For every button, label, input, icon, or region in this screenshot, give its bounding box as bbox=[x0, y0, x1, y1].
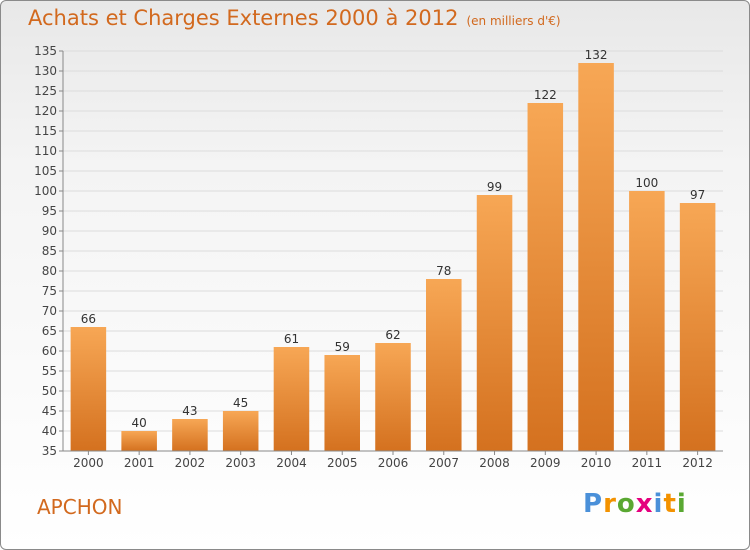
y-tick-label: 70 bbox=[42, 304, 57, 318]
y-tick-label: 45 bbox=[42, 404, 57, 418]
bar-2008 bbox=[476, 195, 513, 451]
place-name: APCHON bbox=[37, 495, 123, 519]
x-tick-label: 2012 bbox=[682, 456, 713, 470]
unit-label: (en milliers d'€) bbox=[466, 14, 561, 28]
data-label: 62 bbox=[385, 328, 400, 342]
y-tick-label: 50 bbox=[42, 384, 57, 398]
chart-title: Achats et Charges Externes 2000 à 2012 (e… bbox=[28, 6, 561, 30]
y-tick-label: 125 bbox=[34, 84, 57, 98]
x-tick-label: 2007 bbox=[428, 456, 459, 470]
y-tick-label: 135 bbox=[34, 44, 57, 58]
data-label: 132 bbox=[585, 48, 608, 62]
y-tick-label: 55 bbox=[42, 364, 57, 378]
y-tick-label: 130 bbox=[34, 64, 57, 78]
data-label: 45 bbox=[233, 396, 248, 410]
data-label: 100 bbox=[635, 176, 658, 190]
bar-2010 bbox=[578, 63, 614, 451]
y-tick-label: 35 bbox=[42, 444, 57, 458]
bar-2011 bbox=[629, 191, 665, 451]
y-tick-label: 90 bbox=[42, 224, 57, 238]
x-tick-label: 2010 bbox=[581, 456, 612, 470]
x-tick-label: 2006 bbox=[378, 456, 409, 470]
bar-2005 bbox=[324, 355, 360, 451]
bar-2004 bbox=[273, 347, 310, 451]
bar-2000 bbox=[70, 327, 107, 451]
y-tick-label: 115 bbox=[34, 124, 57, 138]
data-label: 97 bbox=[690, 188, 705, 202]
x-tick-label: 2009 bbox=[530, 456, 561, 470]
x-tick-label: 2008 bbox=[479, 456, 510, 470]
y-tick-label: 40 bbox=[42, 424, 57, 438]
bar-2003 bbox=[222, 411, 259, 451]
y-tick-label: 105 bbox=[34, 164, 57, 178]
y-tick-label: 75 bbox=[42, 284, 57, 298]
data-label: 59 bbox=[335, 340, 350, 354]
x-tick-label: 2000 bbox=[73, 456, 104, 470]
bar-2012 bbox=[679, 203, 716, 451]
bar-2002 bbox=[172, 419, 208, 451]
bar-2006 bbox=[375, 343, 411, 451]
data-label: 66 bbox=[81, 312, 96, 326]
x-tick-label: 2005 bbox=[327, 456, 358, 470]
y-tick-label: 95 bbox=[42, 204, 57, 218]
data-label: 43 bbox=[182, 404, 197, 418]
data-label: 122 bbox=[534, 88, 557, 102]
y-tick-label: 60 bbox=[42, 344, 57, 358]
x-tick-label: 2001 bbox=[124, 456, 155, 470]
bar-2001 bbox=[121, 431, 157, 451]
y-tick-label: 65 bbox=[42, 324, 57, 338]
x-tick-label: 2011 bbox=[632, 456, 663, 470]
y-tick-label: 100 bbox=[34, 184, 57, 198]
y-tick-label: 120 bbox=[34, 104, 57, 118]
title-text: Achats et Charges Externes 2000 à 2012 bbox=[28, 6, 459, 30]
data-label: 99 bbox=[487, 180, 502, 194]
proxiti-logo: Proxiti bbox=[583, 489, 687, 519]
y-tick-label: 85 bbox=[42, 244, 57, 258]
bar-2009 bbox=[527, 103, 564, 451]
y-tick-label: 80 bbox=[42, 264, 57, 278]
data-label: 61 bbox=[284, 332, 299, 346]
y-tick-label: 110 bbox=[34, 144, 57, 158]
x-tick-label: 2004 bbox=[276, 456, 307, 470]
x-tick-label: 2002 bbox=[175, 456, 206, 470]
data-label: 78 bbox=[436, 264, 451, 278]
bar-2007 bbox=[426, 279, 462, 451]
x-tick-label: 2003 bbox=[225, 456, 256, 470]
data-label: 40 bbox=[132, 416, 147, 430]
